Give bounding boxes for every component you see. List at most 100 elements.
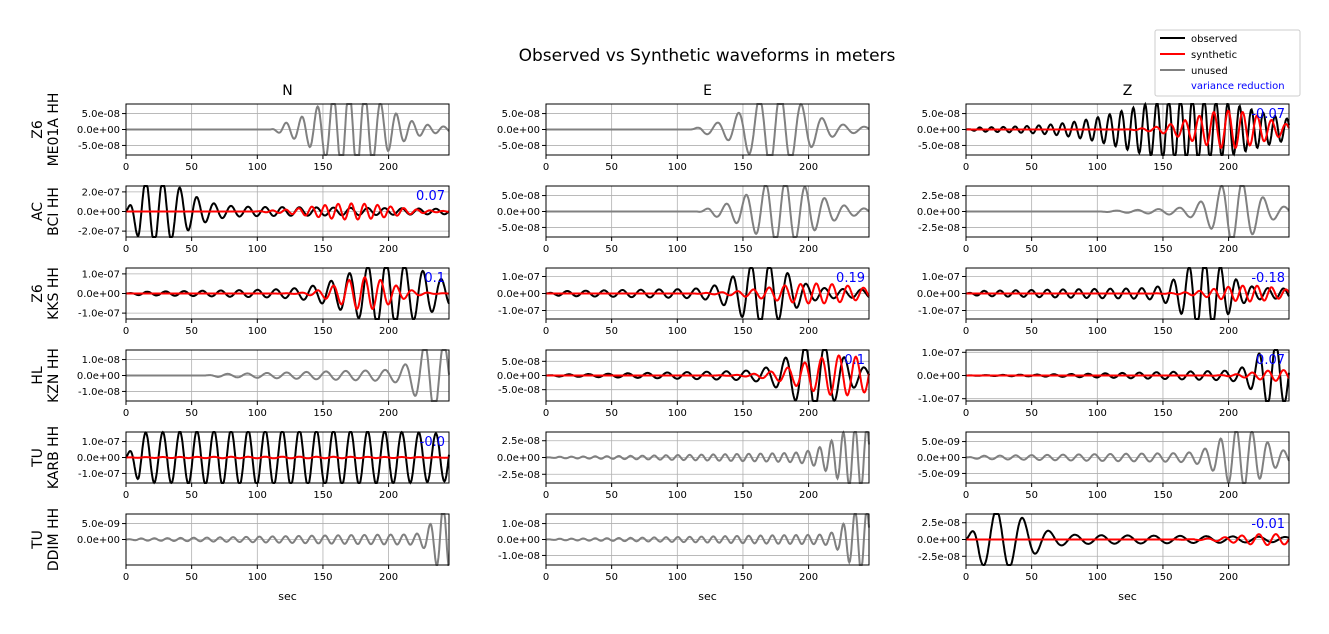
y-tick-label: 5.0e-09 [922, 437, 960, 448]
unused-trace [546, 103, 870, 156]
unused-trace [546, 513, 870, 566]
x-tick-label: 100 [248, 490, 267, 501]
x-tick-label: 150 [733, 244, 752, 255]
x-tick-label: 0 [123, 408, 129, 419]
x-tick-label: 150 [313, 244, 332, 255]
panel-r1-z: 0 50 100 150 200 2.5e-08 0.0e+00 -2.5e-08 [917, 185, 1290, 255]
x-tick-label: 0 [123, 326, 129, 337]
x-tick-label: 200 [799, 326, 818, 337]
x-axis-label: sec [278, 590, 297, 603]
synthetic-trace [126, 276, 450, 311]
x-tick-label: 200 [379, 326, 398, 337]
x-tick-label: 50 [185, 408, 198, 419]
x-tick-label: 0 [963, 244, 969, 255]
y-tick-label: 0.0e+00 [497, 453, 540, 464]
x-tick-label: 200 [799, 408, 818, 419]
y-tick-label: 0.0e+00 [497, 289, 540, 300]
y-tick-label: 5.0e-08 [502, 109, 540, 120]
unused-trace [546, 185, 870, 238]
unused-trace [126, 349, 450, 402]
y-tick-label: -1.0e-07 [78, 469, 120, 480]
x-tick-label: 0 [123, 244, 129, 255]
x-tick-label: 0 [963, 572, 969, 583]
variance-reduction-label: 0.1 [844, 353, 865, 368]
x-tick-label: 150 [313, 572, 332, 583]
x-tick-label: 50 [185, 572, 198, 583]
x-tick-label: 50 [605, 162, 618, 173]
y-tick-label: -5.0e-08 [918, 141, 960, 152]
variance-reduction-label: 0.19 [836, 271, 865, 286]
y-tick-label: 1.0e-07 [82, 437, 120, 448]
panel-r4-e: 0 50 100 150 200 2.5e-08 0.0e+00 -2.5e-08 [497, 430, 870, 501]
row-network-label: Z6 [30, 284, 46, 303]
row-network-label: TU [30, 530, 46, 550]
x-axis-label: sec [698, 590, 717, 603]
y-tick-label: 1.0e-08 [502, 519, 540, 530]
y-tick-label: 0.0e+00 [497, 207, 540, 218]
variance-reduction-label: -0.07 [1251, 107, 1285, 122]
synthetic-trace [126, 202, 450, 221]
column-title-e: E [703, 83, 712, 99]
row-network-label: HL [30, 366, 46, 385]
y-tick-label: -2.5e-08 [918, 552, 960, 563]
legend-frame [1154, 29, 1301, 97]
x-tick-label: 0 [963, 408, 969, 419]
x-tick-label: 150 [733, 490, 752, 501]
y-tick-label: 0.0e+00 [917, 371, 960, 382]
x-tick-label: 0 [543, 244, 549, 255]
x-tick-label: 200 [1219, 244, 1238, 255]
x-tick-label: 100 [668, 326, 687, 337]
x-tick-label: 100 [1088, 162, 1107, 173]
x-tick-label: 100 [1088, 490, 1107, 501]
row-network-label: TU [30, 448, 46, 468]
x-tick-label: 100 [248, 326, 267, 337]
observed-trace [965, 513, 1290, 566]
y-tick-label: 0.0e+00 [77, 289, 120, 300]
y-tick-label: 1.0e-07 [922, 348, 960, 359]
x-tick-label: 100 [248, 162, 267, 173]
row-station-label: DDIM HH [46, 508, 62, 571]
x-tick-label: 50 [1025, 490, 1038, 501]
row-network-label: AC [30, 202, 46, 221]
variance-reduction-label: -0.01 [1251, 517, 1285, 532]
y-tick-label: 0.0e+00 [917, 207, 960, 218]
x-tick-label: 200 [379, 490, 398, 501]
x-tick-label: 100 [1088, 572, 1107, 583]
x-tick-label: 0 [543, 572, 549, 583]
legend-label-synthetic: synthetic [1191, 50, 1237, 61]
x-tick-label: 50 [1025, 408, 1038, 419]
x-tick-label: 0 [123, 572, 129, 583]
x-tick-label: 0 [543, 162, 549, 173]
x-tick-label: 150 [313, 162, 332, 173]
y-tick-label: 2.0e-07 [82, 187, 120, 198]
row-station-label: KZN HH [46, 348, 62, 403]
x-tick-label: 150 [313, 326, 332, 337]
panel-r5-z: 0 50 100 150 200 2.5e-08 0.0e+00 -2.5e-08 -0.01 s… [917, 513, 1290, 603]
x-tick-label: 150 [1153, 408, 1172, 419]
legend: observed synthetic unused variance reduc… [1154, 29, 1301, 97]
y-tick-label: 2.5e-08 [922, 518, 960, 529]
x-tick-label: 200 [799, 244, 818, 255]
x-tick-label: 0 [963, 162, 969, 173]
y-tick-label: 0.0e+00 [77, 371, 120, 382]
panel-r0-z: 0 50 100 150 200 5.0e-08 0.0e+00 -5.0e-08 -0.07 [917, 101, 1290, 173]
y-tick-label: 5.0e-09 [82, 519, 120, 530]
x-axis-label: sec [1118, 590, 1137, 603]
row-station-label: KARB HH [46, 426, 62, 489]
variance-reduction-label: -0.18 [1251, 271, 1285, 286]
panel-r3-e: 0 50 100 150 200 5.0e-08 0.0e+00 -5.0e-08 0.1 [497, 349, 870, 419]
x-tick-label: 200 [799, 162, 818, 173]
x-tick-label: 200 [1219, 490, 1238, 501]
y-tick-label: 5.0e-08 [502, 191, 540, 202]
synthetic-trace [966, 109, 1290, 150]
x-tick-label: 200 [379, 408, 398, 419]
row-label-4: TU KARB HH [30, 426, 62, 489]
synthetic-trace [966, 284, 1290, 303]
unused-trace [126, 513, 450, 566]
y-tick-label: -2.0e-07 [78, 227, 120, 238]
legend-label-unused: unused [1191, 66, 1228, 77]
variance-reduction-label: 0.07 [416, 189, 445, 204]
y-tick-label: 0.0e+00 [497, 125, 540, 136]
panel-r4-z: 0 50 100 150 200 5.0e-09 0.0e+00 -5.0e-09 [917, 431, 1290, 501]
y-tick-label: 0.0e+00 [77, 207, 120, 218]
